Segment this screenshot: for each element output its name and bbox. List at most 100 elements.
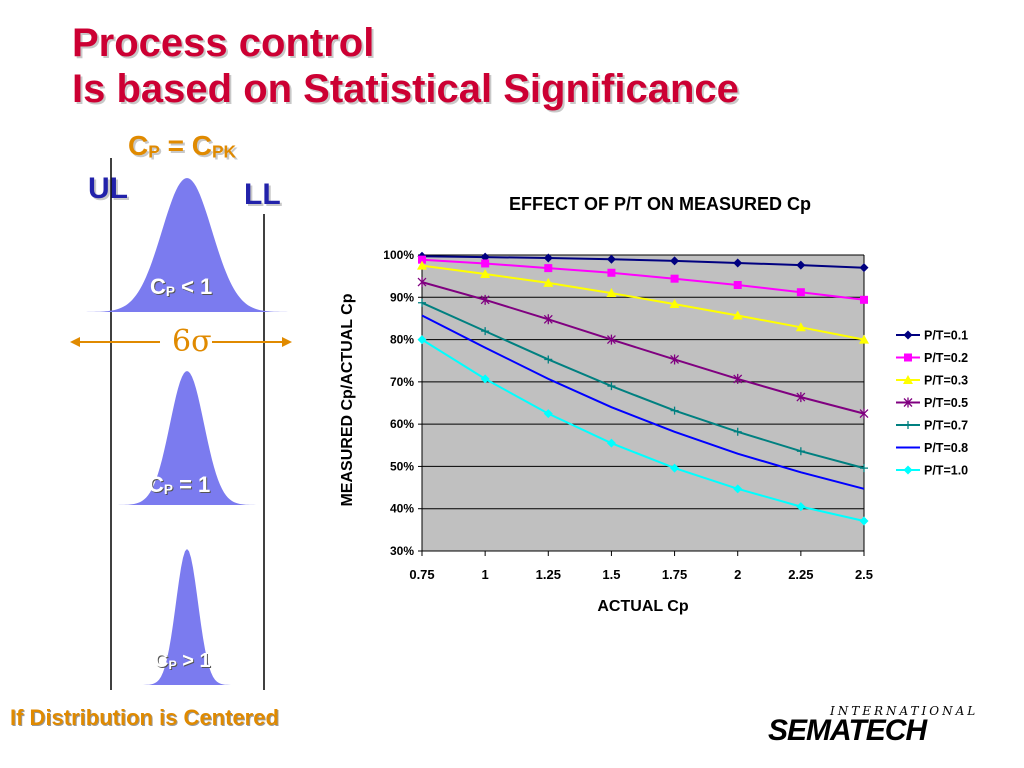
data-point <box>607 268 616 277</box>
legend-marker <box>903 330 913 340</box>
cl2-rest: = 1 <box>172 472 211 497</box>
sematech-logo: SEMATECH <box>768 714 927 747</box>
cl3-c: C <box>154 650 169 672</box>
data-point <box>796 447 805 456</box>
data-point <box>606 438 616 448</box>
data-point <box>417 277 427 288</box>
legend-marker <box>903 465 913 475</box>
bell-curve-wide <box>62 178 312 312</box>
axes: 0.75 1 1.25 1.5 1.75 2 2.25 2.5 <box>409 255 873 582</box>
data-point <box>733 373 743 384</box>
arrow-right-head <box>282 337 292 347</box>
x-axis-label: ACTUAL Cp <box>597 598 689 615</box>
data-point <box>544 355 553 364</box>
cl3-rest: > 1 <box>176 650 211 672</box>
series-layer <box>417 251 869 526</box>
y-tick-label: 60% <box>390 417 414 431</box>
title-line-1: Process control <box>72 21 375 65</box>
data-point <box>480 294 490 305</box>
cl2-sub: P <box>163 482 173 498</box>
plot-area <box>422 255 864 551</box>
data-point <box>733 281 742 290</box>
data-point <box>606 334 616 345</box>
data-point <box>860 464 868 473</box>
cp-equals-cpk: CP = CPK <box>128 130 236 163</box>
data-point <box>606 254 616 264</box>
bell-curve-medium <box>92 371 282 505</box>
y-tick-label: 50% <box>390 459 414 473</box>
data-point <box>543 253 553 263</box>
data-point <box>480 252 490 262</box>
series-line <box>421 314 865 490</box>
data-point <box>606 288 617 298</box>
data-point <box>733 427 742 436</box>
x-tick-label: 2.25 <box>788 567 813 582</box>
legend-marker <box>903 375 913 384</box>
cl1-rest: < 1 <box>174 274 213 299</box>
series-line <box>421 258 865 301</box>
data-point <box>417 335 427 345</box>
x-tick-label: 2.5 <box>855 567 873 582</box>
curve-label-gt1: CP > 1 <box>154 650 211 673</box>
data-point <box>670 256 680 266</box>
legend-item: P/T=0.5 <box>896 396 968 410</box>
legend-marker <box>904 353 912 362</box>
data-point <box>418 255 426 264</box>
data-point <box>795 322 806 332</box>
line-chart: 30% 40% 50% 60% 70% 80% 90% 100% 0.75 1 1.25 1.5 1.… <box>383 248 968 582</box>
data-point <box>859 516 869 526</box>
footer-note: If Distribution is Centered <box>10 705 279 730</box>
legend-label: P/T=1.0 <box>924 464 968 478</box>
data-point <box>733 484 743 494</box>
curve-label-lt1: CP < 1 <box>150 274 212 300</box>
data-point <box>543 409 553 419</box>
data-point <box>543 277 554 287</box>
legend-item: P/T=0.7 <box>896 419 968 433</box>
data-point <box>860 295 868 304</box>
data-point <box>544 264 553 273</box>
x-tick-label: 0.75 <box>409 567 434 582</box>
data-point <box>859 408 869 419</box>
y-tick-label: 80% <box>390 333 414 347</box>
cl1-sub: P <box>165 284 175 300</box>
legend-label: P/T=0.2 <box>924 351 968 365</box>
distribution-illustration <box>62 158 312 690</box>
legend-item: P/T=0.8 <box>896 441 968 455</box>
legend-marker <box>903 397 913 408</box>
cp-eq-sub-p: P <box>148 141 160 162</box>
series-P/T=0.2 <box>418 255 868 304</box>
cl2-c: C <box>148 472 164 497</box>
legend: P/T=0.1 P/T=0.2 P/T=0.3 P/T=0.5 P/T=0.7 P/T=0… <box>896 329 968 478</box>
data-point <box>732 310 743 320</box>
x-tick-label: 1.75 <box>662 567 687 582</box>
legend-label: P/T=0.1 <box>924 329 968 343</box>
series-P/T=0.5 <box>417 277 869 419</box>
cl3-sub: P <box>168 657 177 672</box>
slide-title: Process control Is based on Statistical … <box>72 20 739 112</box>
legend-item: P/T=1.0 <box>896 464 968 478</box>
data-point <box>480 374 490 384</box>
y-tick-label: 70% <box>390 375 414 389</box>
upper-limit-label: UL <box>88 172 128 205</box>
logo-international: INTERNATIONAL <box>830 704 979 718</box>
data-point <box>859 263 869 273</box>
cp-eq-c: C <box>128 130 149 161</box>
x-tick-label: 1 <box>482 567 489 582</box>
data-point <box>669 299 680 309</box>
data-point <box>481 259 490 268</box>
curve-label-eq1: CP = 1 <box>148 472 210 498</box>
data-point <box>480 269 491 279</box>
data-point <box>607 382 616 391</box>
series-P/T=1.0 <box>417 335 869 526</box>
cp-eq-sub-pk: PK <box>211 141 237 162</box>
cp-eq-mid: = C <box>159 130 212 161</box>
x-tick-label: 1.5 <box>602 567 620 582</box>
series-line <box>421 255 865 269</box>
series-line <box>421 301 865 470</box>
data-point <box>796 260 806 270</box>
legend-item: P/T=0.2 <box>896 351 968 365</box>
lower-limit-label: LL <box>244 178 281 211</box>
x-tick-label: 1.25 <box>536 567 561 582</box>
data-point <box>796 288 805 297</box>
chart-title: EFFECT OF P/T ON MEASURED Cp <box>508 194 811 214</box>
